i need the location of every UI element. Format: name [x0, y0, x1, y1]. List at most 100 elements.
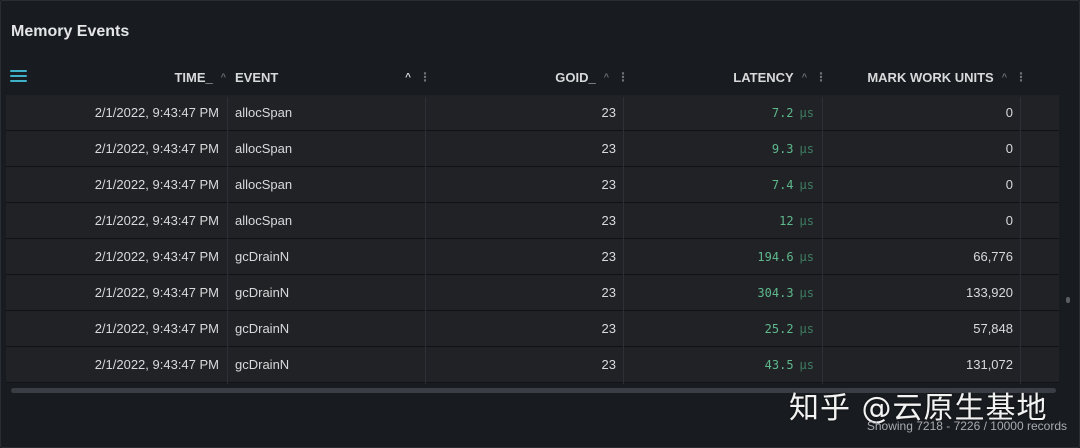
cell-mark-work-units: 57,848	[973, 321, 1013, 336]
cell-goid: 23	[601, 249, 616, 264]
latency-value: 304.3	[757, 286, 794, 300]
latency-value: 194.6	[757, 250, 794, 264]
vertical-scrollbar[interactable]	[1066, 297, 1070, 303]
kebab-icon[interactable]: ⋮	[419, 70, 431, 84]
cell-latency: 194.6 μs	[757, 239, 814, 275]
table-row[interactable]: 2/1/2022, 9:43:47 PM gcDrainN 23 194.6 μs 66,…	[6, 239, 1059, 275]
cell-time: 2/1/2022, 9:43:47 PM	[94, 105, 219, 120]
cell-event: gcDrainN	[235, 249, 290, 264]
column-header-label: LATENCY	[733, 69, 794, 85]
row-divider	[6, 166, 1059, 167]
latency-unit: μs	[799, 250, 814, 264]
cell-time: 2/1/2022, 9:43:47 PM	[94, 285, 219, 300]
row-divider	[6, 274, 1059, 275]
cell-event: allocSpan	[235, 177, 293, 192]
column-header-label: TIME_	[174, 69, 213, 85]
column-header-label: MARK WORK UNITS	[867, 69, 994, 85]
column-header-latency[interactable]: LATENCY ^ ⋮	[629, 59, 827, 95]
cell-goid: 23	[601, 177, 616, 192]
cell-latency: 9.3 μs	[772, 131, 814, 167]
latency-unit: μs	[799, 286, 814, 300]
cell-latency: 7.2 μs	[772, 95, 814, 131]
table-row[interactable]: 2/1/2022, 9:43:47 PM allocSpan 23 12 μs 0	[6, 203, 1059, 239]
cell-time: 2/1/2022, 9:43:47 PM	[94, 249, 219, 264]
row-divider	[6, 382, 1059, 383]
column-divider	[822, 97, 823, 384]
cell-event: allocSpan	[235, 141, 293, 156]
column-header-mark-work-units[interactable]: MARK WORK UNITS ^ ⋮	[827, 59, 1027, 95]
cell-latency: 43.5 μs	[765, 347, 814, 383]
kebab-icon[interactable]: ⋮	[617, 70, 629, 84]
cell-time: 2/1/2022, 9:43:47 PM	[94, 357, 219, 372]
records-count: Showing 7218 - 7226 / 10000 records	[866, 419, 1067, 433]
cell-time: 2/1/2022, 9:43:47 PM	[94, 213, 219, 228]
latency-unit: μs	[799, 322, 814, 336]
cell-event: allocSpan	[235, 105, 293, 120]
column-divider	[623, 97, 624, 384]
latency-unit: μs	[799, 106, 814, 120]
cell-goid: 23	[601, 213, 616, 228]
cell-goid: 23	[601, 321, 616, 336]
column-header-goid[interactable]: GOID_ ^ ⋮	[431, 59, 629, 95]
latency-unit: μs	[799, 214, 814, 228]
cell-time: 2/1/2022, 9:43:47 PM	[94, 141, 219, 156]
table-row[interactable]: 2/1/2022, 9:43:47 PM allocSpan 23 7.4 μs 0	[6, 167, 1059, 203]
latency-value: 7.4	[771, 178, 794, 192]
table-row[interactable]: 2/1/2022, 9:43:47 PM gcDrainN 23 25.2 μs 57,8…	[6, 311, 1059, 347]
column-header-label: GOID_	[555, 69, 596, 85]
kebab-icon[interactable]: ⋮	[815, 70, 827, 84]
kebab-icon[interactable]: ⋮	[1015, 70, 1027, 84]
cell-latency: 304.3 μs	[757, 275, 814, 311]
latency-unit: μs	[799, 178, 814, 192]
cell-event: gcDrainN	[235, 285, 290, 300]
column-divider	[227, 97, 228, 384]
cell-latency: 25.2 μs	[765, 311, 814, 347]
cell-mark-work-units: 131,072	[966, 357, 1013, 372]
panel-title: Memory Events	[11, 23, 130, 40]
table-row[interactable]: 2/1/2022, 9:43:47 PM gcDrainN 23 43.5 μs 131,…	[6, 347, 1059, 383]
cell-goid: 23	[601, 141, 616, 156]
sort-ascending-icon[interactable]: ^	[801, 72, 807, 82]
table-row[interactable]: 2/1/2022, 9:43:47 PM gcDrainN 23 304.3 μs 133…	[6, 275, 1059, 311]
column-divider	[425, 97, 426, 384]
cell-goid: 23	[601, 105, 616, 120]
cell-mark-work-units: 0	[1005, 105, 1013, 120]
table-row[interactable]: 2/1/2022, 9:43:47 PM allocSpan 23 7.2 μs 0	[6, 95, 1059, 131]
row-divider	[6, 346, 1059, 347]
sort-ascending-icon[interactable]: ^	[220, 72, 226, 82]
column-header-time[interactable]: TIME_ ^	[121, 59, 226, 95]
cell-mark-work-units: 0	[1005, 141, 1013, 156]
cell-mark-work-units: 0	[1005, 177, 1013, 192]
sort-ascending-icon[interactable]: ^	[1001, 72, 1007, 82]
cell-mark-work-units: 66,776	[973, 249, 1013, 264]
sort-ascending-icon[interactable]: ^	[405, 71, 411, 83]
cell-time: 2/1/2022, 9:43:47 PM	[94, 177, 219, 192]
cell-mark-work-units: 133,920	[966, 285, 1013, 300]
cell-mark-work-units: 0	[1005, 213, 1013, 228]
cell-goid: 23	[601, 357, 616, 372]
latency-unit: μs	[799, 142, 814, 156]
column-header-label: EVENT	[235, 69, 279, 85]
row-divider	[6, 310, 1059, 311]
horizontal-scrollbar[interactable]	[11, 388, 1056, 393]
table-row[interactable]: 2/1/2022, 9:43:47 PM allocSpan 23 9.3 μs 0	[6, 131, 1059, 167]
watermark: 知乎 @云原生基地	[789, 391, 1048, 426]
cell-time: 2/1/2022, 9:43:47 PM	[94, 321, 219, 336]
latency-value: 7.2	[771, 106, 794, 120]
cell-latency: 7.4 μs	[772, 167, 814, 203]
row-divider	[6, 202, 1059, 203]
cell-event: gcDrainN	[235, 357, 290, 372]
cell-event: gcDrainN	[235, 321, 290, 336]
latency-value: 12	[779, 214, 794, 228]
latency-value: 43.5	[764, 358, 794, 372]
column-divider	[1020, 97, 1021, 384]
latency-value: 25.2	[764, 322, 794, 336]
cell-goid: 23	[601, 285, 616, 300]
latency-value: 9.3	[771, 142, 794, 156]
hamburger-menu-icon[interactable]	[10, 69, 28, 83]
latency-unit: μs	[799, 358, 814, 372]
column-header-event[interactable]: EVENT ^ ⋮	[235, 59, 431, 95]
row-divider	[6, 238, 1059, 239]
sort-ascending-icon[interactable]: ^	[603, 72, 609, 82]
